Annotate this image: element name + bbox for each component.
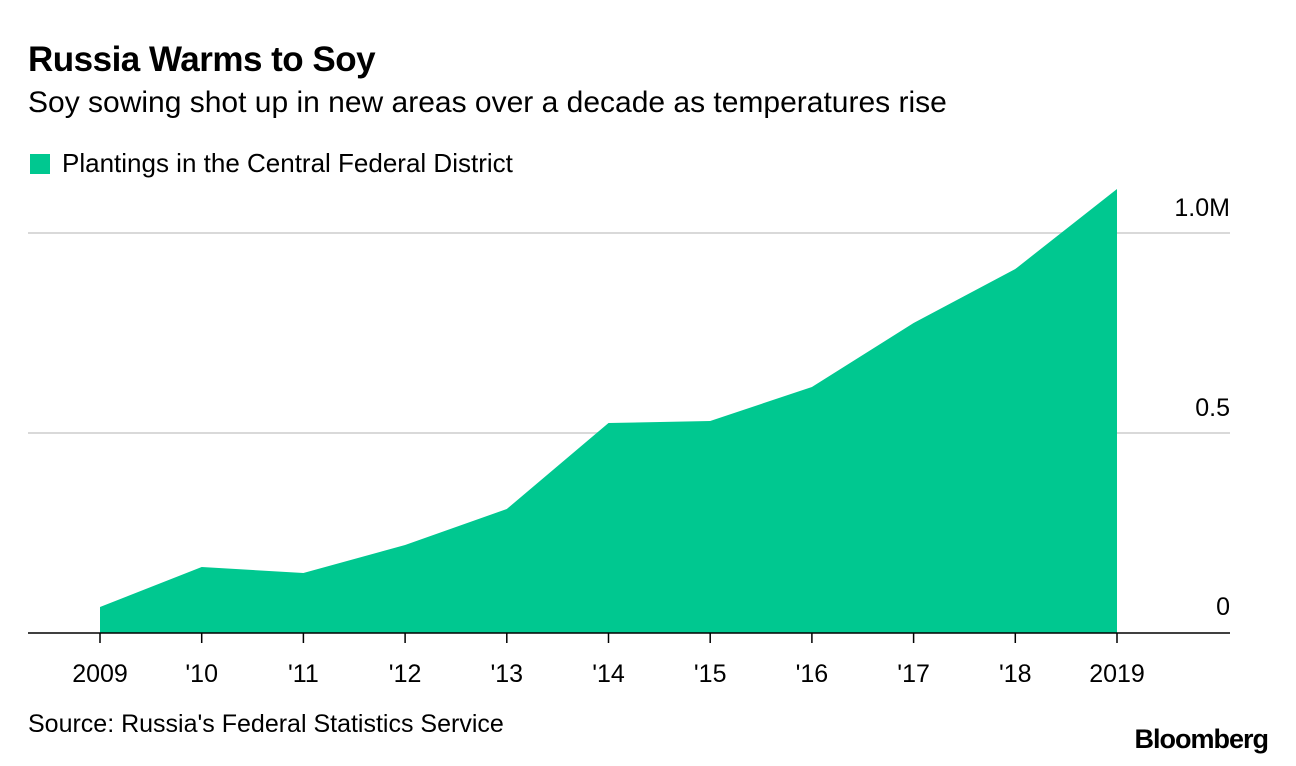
legend: Plantings in the Central Federal Distric… xyxy=(30,148,513,179)
y-tick-label: 0.5 xyxy=(1195,394,1230,422)
x-tick-label: '17 xyxy=(897,660,930,688)
bloomberg-logo: Bloomberg xyxy=(1134,724,1269,754)
source-note: Source: Russia's Federal Statistics Serv… xyxy=(28,710,504,738)
chart-subtitle: Soy sowing shot up in new areas over a d… xyxy=(28,86,947,119)
legend-swatch xyxy=(30,153,50,174)
x-tick-label: '13 xyxy=(491,660,524,688)
x-tick-label: '12 xyxy=(389,660,422,688)
area-series xyxy=(100,189,1117,633)
y-tick-label: 0 xyxy=(1216,593,1230,621)
x-tick-label: '11 xyxy=(288,660,319,688)
x-tick-label: '10 xyxy=(185,660,218,688)
x-tick-label: 2019 xyxy=(1089,660,1145,688)
x-tick-label: 2009 xyxy=(72,660,128,688)
legend-label: Plantings in the Central Federal Distric… xyxy=(62,148,513,178)
chart-title: Russia Warms to Soy xyxy=(28,40,376,79)
x-tick-label: '14 xyxy=(592,660,625,688)
x-tick-label: '16 xyxy=(796,660,829,688)
x-tick-label: '18 xyxy=(999,660,1032,688)
y-tick-label: 1.0M xyxy=(1174,194,1230,222)
x-tick-label: '15 xyxy=(694,660,727,688)
